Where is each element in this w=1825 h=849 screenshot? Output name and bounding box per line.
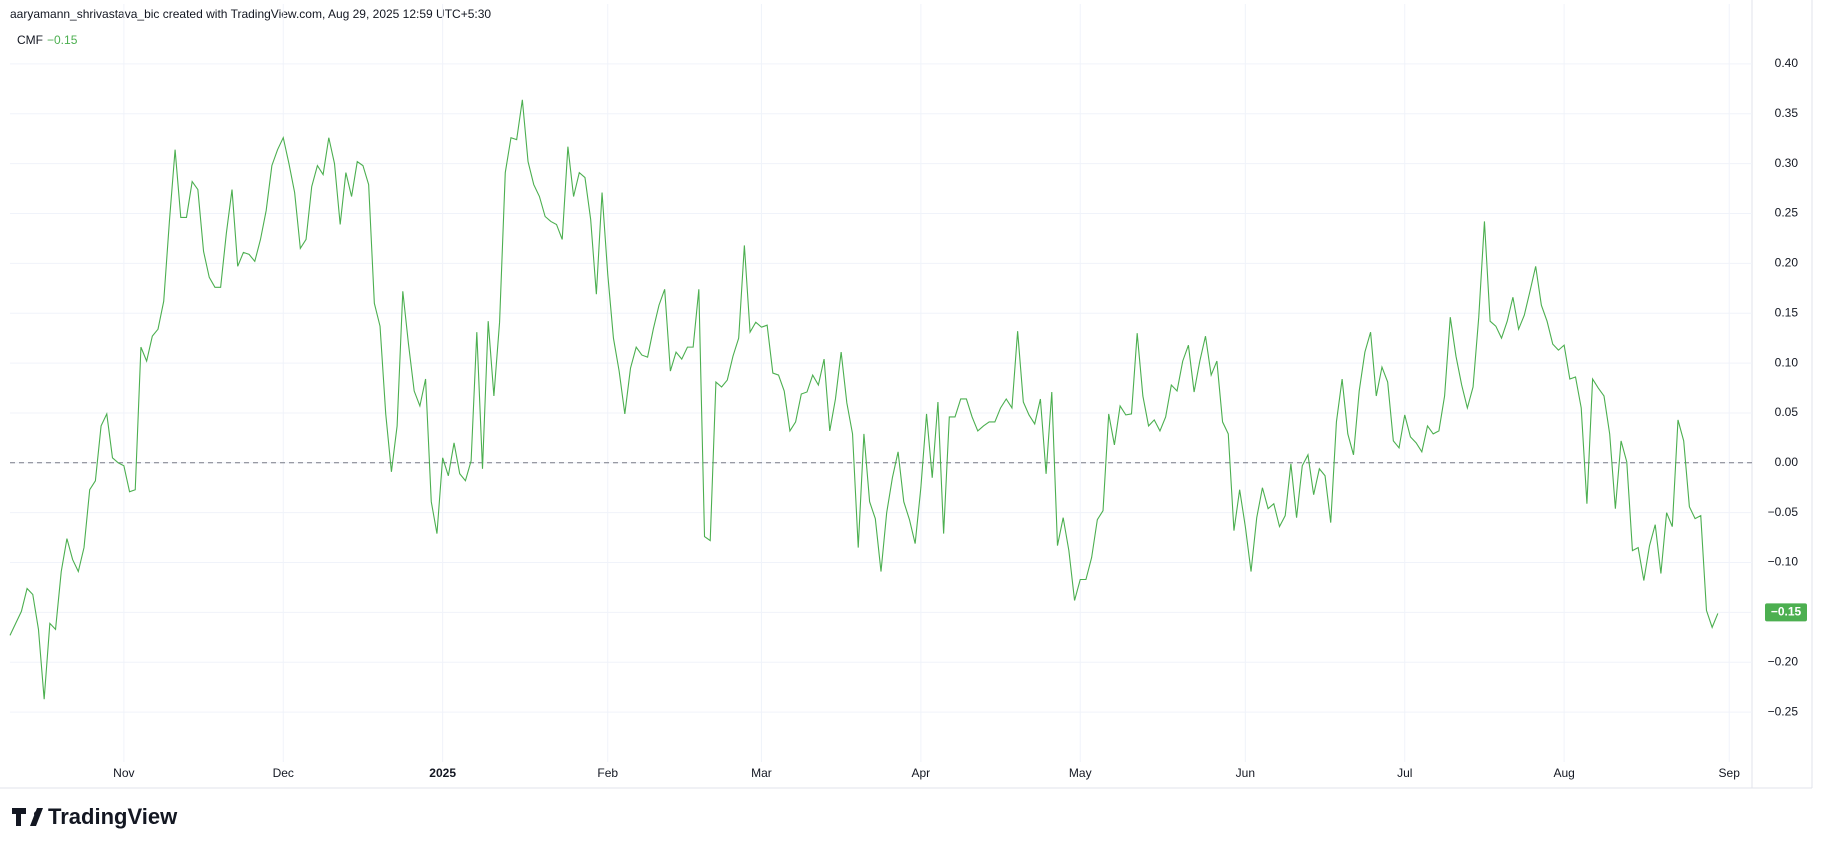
y-tick-label: −0.25 (1768, 704, 1799, 718)
header: aaryamann_shrivastava_bic created with T… (10, 7, 491, 21)
last-value-label: −0.15 (1771, 605, 1802, 619)
x-tick-label: Jul (1397, 766, 1412, 780)
x-tick-label: Jun (1236, 766, 1255, 780)
y-tick-label: −0.05 (1768, 505, 1799, 519)
y-tick-label: 0.30 (1775, 156, 1799, 170)
y-tick-label: 0.40 (1775, 56, 1799, 70)
y-tick-label: −0.10 (1768, 555, 1799, 569)
legend-name: CMF (17, 33, 43, 47)
legend-value: −0.15 (47, 33, 78, 47)
x-tick-label: Sep (1719, 766, 1741, 780)
y-tick-label: 0.10 (1775, 355, 1799, 369)
x-tick-label: May (1069, 766, 1092, 780)
y-tick-label: 0.35 (1775, 106, 1799, 120)
cmf-line (9, 99, 1719, 700)
x-tick-label: Feb (597, 766, 618, 780)
logo-icon (12, 808, 43, 826)
x-tick-label: Dec (273, 766, 294, 780)
y-tick-label: 0.20 (1775, 256, 1799, 270)
x-tick-label: Mar (751, 766, 772, 780)
y-tick-label: 0.25 (1775, 206, 1799, 220)
x-tick-label: Apr (912, 766, 931, 780)
y-tick-label: 0.05 (1775, 405, 1799, 419)
brand: TradingView (48, 804, 178, 829)
y-tick-label: 0.15 (1775, 305, 1799, 319)
y-tick-label: −0.20 (1768, 654, 1799, 668)
last-value-badge (1765, 603, 1807, 622)
x-tick-label: Aug (1553, 766, 1574, 780)
y-tick-label: 0.00 (1775, 455, 1799, 469)
x-tick-label: 2025 (429, 766, 456, 780)
x-tick-label: Nov (113, 766, 134, 780)
